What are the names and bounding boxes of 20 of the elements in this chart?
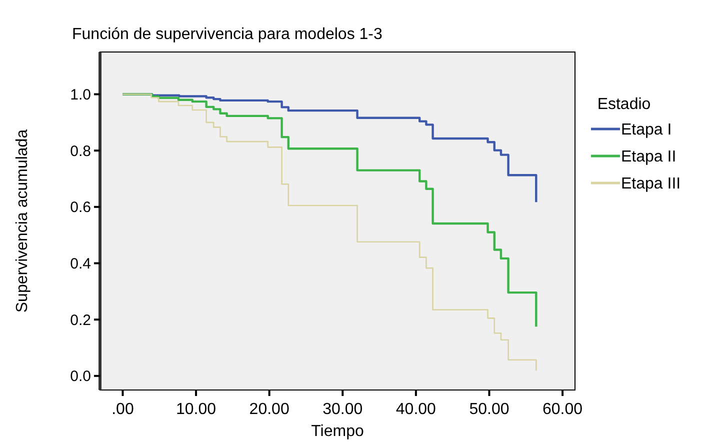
legend-label: Etapa I (621, 122, 672, 139)
y-tick-label: 0.2 (70, 312, 91, 329)
x-tick-label: .00 (112, 401, 134, 418)
x-tick-label: 20.00 (249, 401, 290, 418)
chart-title: Función de supervivencia para modelos 1-3 (72, 26, 382, 43)
legend-label: Etapa II (621, 148, 676, 166)
x-tick-label: 50.00 (469, 401, 510, 418)
x-tick-label: 30.00 (322, 401, 363, 418)
legend-title: Estadio (597, 96, 651, 113)
y-tick-label: 0.6 (70, 199, 91, 216)
y-tick-label: 1.0 (70, 86, 91, 104)
y-axis-title: Supervivencia acumulada (14, 129, 31, 313)
x-tick-label: 40.00 (396, 401, 436, 418)
y-tick-label: 0.8 (70, 142, 91, 160)
x-axis-title: Tiempo (311, 423, 364, 440)
y-tick-label: 0.0 (70, 368, 91, 386)
legend-label: Etapa III (621, 176, 681, 193)
x-tick-label: 10.00 (176, 401, 216, 418)
y-tick-label: 0.4 (70, 256, 91, 272)
x-tick-label: 60.00 (542, 401, 583, 418)
